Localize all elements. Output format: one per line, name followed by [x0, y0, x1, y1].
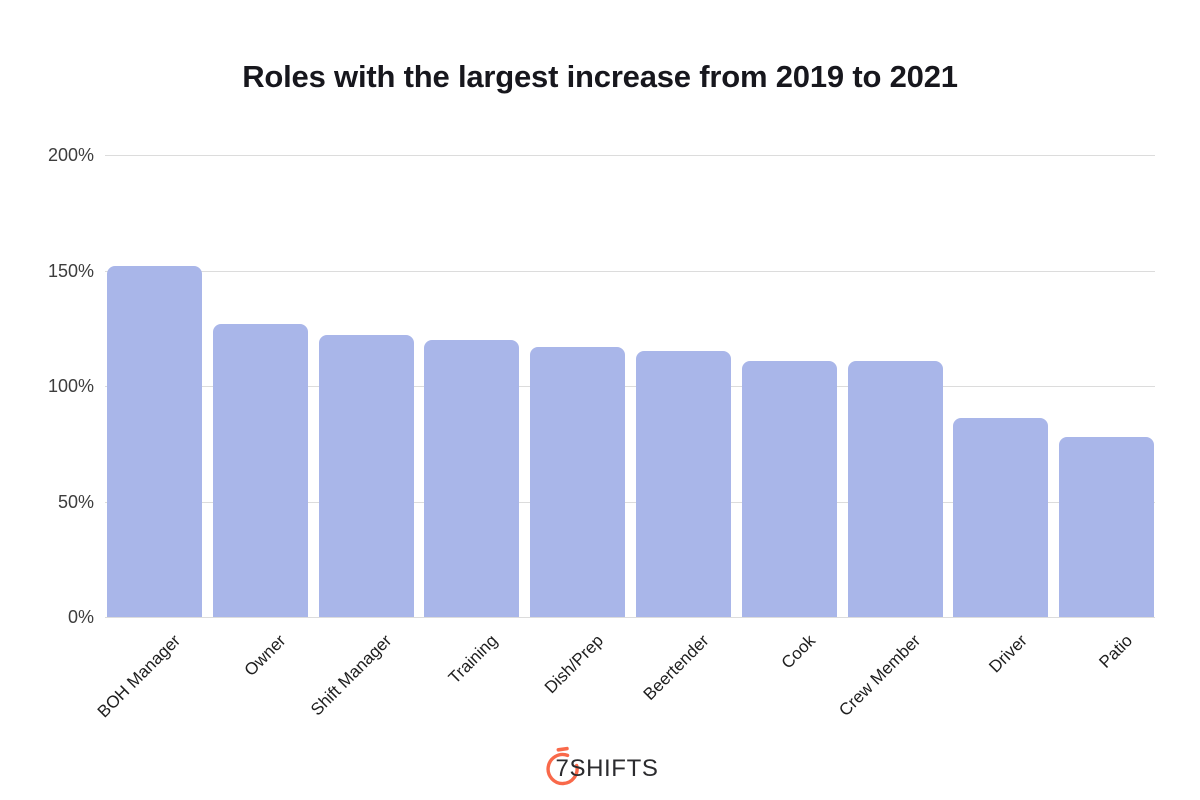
bar-boh-manager	[107, 265, 202, 617]
y-tick-label: 50%	[57, 491, 94, 512]
bar-patio	[1059, 436, 1155, 617]
y-tick-label: 150%	[47, 260, 94, 281]
bar-owner	[212, 323, 308, 617]
stopwatch-arc-icon	[546, 746, 579, 786]
bar-crew-member	[847, 360, 943, 617]
y-tick-label: 0%	[67, 607, 94, 627]
7shifts-logo: 7SHIFTS	[542, 745, 659, 789]
plot-area	[105, 155, 1155, 618]
bar-driver	[953, 418, 1049, 617]
gridline	[105, 155, 1155, 156]
x-tick-label: Patio	[1095, 631, 1137, 672]
x-tick-label: Shift Manager	[307, 631, 396, 720]
bar-dish-prep	[530, 346, 626, 617]
bar-training	[424, 339, 520, 617]
x-tick-label: Dish/Prep	[540, 631, 608, 698]
x-tick-label: Training	[444, 631, 502, 688]
chart-title: Roles with the largest increase from 201…	[242, 58, 958, 94]
x-tick-label: BOH Manager	[93, 631, 184, 722]
x-tick-label: Driver	[984, 631, 1031, 677]
logo-wordmark: 7SHIFTS	[555, 754, 659, 782]
bar-shift-manager	[318, 335, 414, 617]
gridline	[105, 270, 1155, 272]
bar-beertender	[636, 351, 731, 617]
x-tick-label: Crew Member	[835, 631, 925, 720]
x-tick-label: Cook	[777, 631, 819, 673]
y-tick-label: 200%	[47, 145, 94, 165]
gridline	[105, 501, 1155, 503]
gridline	[105, 617, 1155, 618]
bar-cook	[741, 360, 837, 617]
x-tick-label: Beertender	[640, 631, 713, 704]
gridline	[105, 386, 1155, 387]
y-tick-label: 100%	[47, 376, 94, 396]
x-tick-label: Owner	[240, 631, 290, 680]
